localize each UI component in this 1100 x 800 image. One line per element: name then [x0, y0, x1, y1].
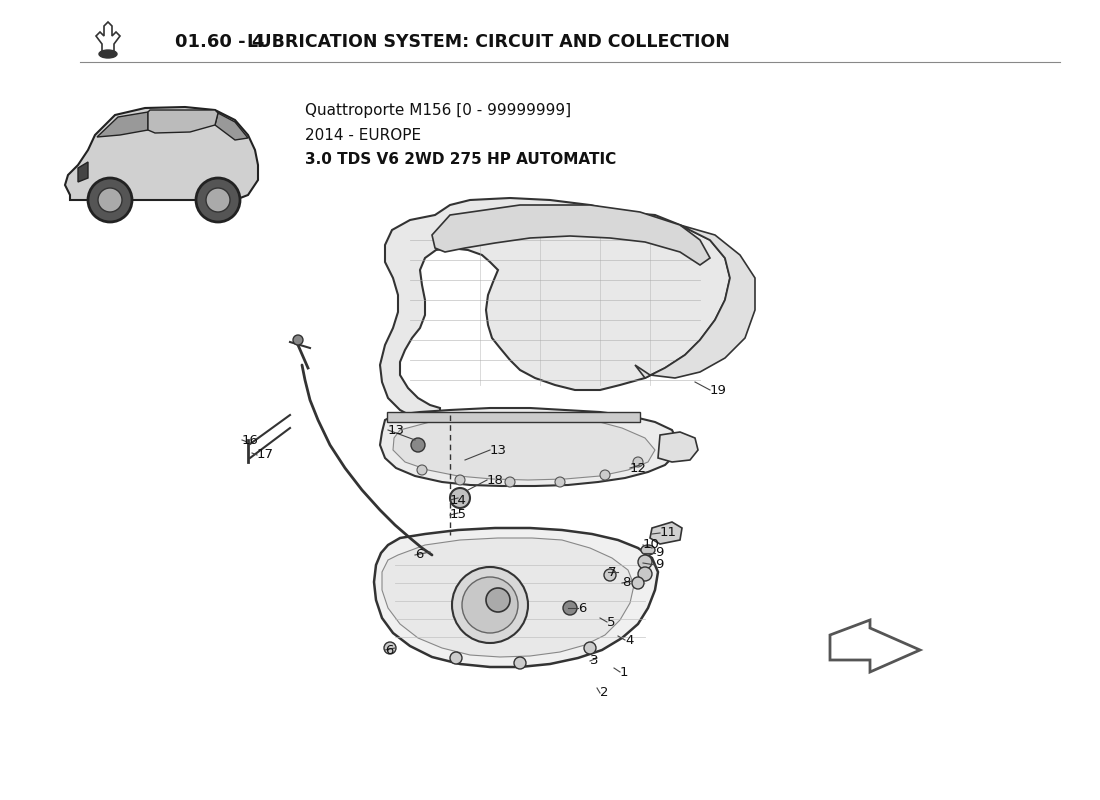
Circle shape: [584, 642, 596, 654]
Polygon shape: [379, 198, 730, 420]
Text: 12: 12: [630, 462, 647, 474]
Text: 3.0 TDS V6 2WD 275 HP AUTOMATIC: 3.0 TDS V6 2WD 275 HP AUTOMATIC: [305, 153, 616, 167]
Text: 6: 6: [415, 549, 424, 562]
Circle shape: [384, 642, 396, 654]
Text: 2014 - EUROPE: 2014 - EUROPE: [305, 127, 421, 142]
Text: 6: 6: [578, 602, 586, 614]
Text: 9: 9: [654, 546, 663, 559]
Circle shape: [462, 577, 518, 633]
Circle shape: [98, 188, 122, 212]
Polygon shape: [650, 522, 682, 544]
Circle shape: [600, 470, 610, 480]
Text: LUBRICATION SYSTEM: CIRCUIT AND COLLECTION: LUBRICATION SYSTEM: CIRCUIT AND COLLECTI…: [248, 33, 730, 51]
Circle shape: [88, 178, 132, 222]
Circle shape: [604, 569, 616, 581]
Polygon shape: [658, 432, 698, 462]
Circle shape: [417, 465, 427, 475]
Text: 1: 1: [620, 666, 628, 678]
Text: 19: 19: [710, 383, 727, 397]
Circle shape: [450, 652, 462, 664]
Polygon shape: [374, 528, 658, 667]
Text: 14: 14: [450, 494, 466, 506]
Text: 10: 10: [644, 538, 660, 551]
Circle shape: [206, 188, 230, 212]
Text: 11: 11: [660, 526, 676, 539]
Polygon shape: [97, 112, 148, 137]
Ellipse shape: [641, 545, 654, 555]
Polygon shape: [65, 107, 258, 200]
Circle shape: [563, 601, 578, 615]
Polygon shape: [387, 412, 640, 422]
Polygon shape: [393, 416, 654, 480]
Text: 18: 18: [487, 474, 504, 486]
Text: 3: 3: [590, 654, 598, 667]
Circle shape: [638, 567, 652, 581]
Polygon shape: [148, 110, 218, 133]
Text: 15: 15: [450, 509, 468, 522]
Circle shape: [293, 335, 303, 345]
Circle shape: [486, 588, 510, 612]
Circle shape: [632, 457, 644, 467]
Text: 6: 6: [385, 643, 394, 657]
Circle shape: [632, 577, 644, 589]
Text: 9: 9: [654, 558, 663, 571]
Text: 4: 4: [625, 634, 634, 646]
Text: 5: 5: [607, 615, 616, 629]
Circle shape: [514, 657, 526, 669]
Text: 13: 13: [388, 423, 405, 437]
Polygon shape: [214, 113, 248, 140]
Text: 8: 8: [621, 577, 630, 590]
Circle shape: [196, 178, 240, 222]
Text: Quattroporte M156 [0 - 99999999]: Quattroporte M156 [0 - 99999999]: [305, 102, 571, 118]
Circle shape: [556, 477, 565, 487]
Text: 16: 16: [242, 434, 258, 446]
Polygon shape: [78, 162, 88, 182]
Polygon shape: [382, 538, 634, 657]
Circle shape: [505, 477, 515, 487]
Circle shape: [455, 475, 465, 485]
Circle shape: [638, 555, 652, 569]
Text: 2: 2: [600, 686, 608, 699]
Circle shape: [452, 567, 528, 643]
Ellipse shape: [99, 50, 117, 58]
Polygon shape: [432, 205, 710, 265]
Circle shape: [450, 488, 470, 508]
Text: 13: 13: [490, 443, 507, 457]
Text: 7: 7: [608, 566, 616, 578]
Text: 17: 17: [257, 449, 274, 462]
Polygon shape: [379, 408, 678, 486]
Text: 01.60 - 4: 01.60 - 4: [175, 33, 271, 51]
Circle shape: [411, 438, 425, 452]
Polygon shape: [635, 225, 755, 378]
